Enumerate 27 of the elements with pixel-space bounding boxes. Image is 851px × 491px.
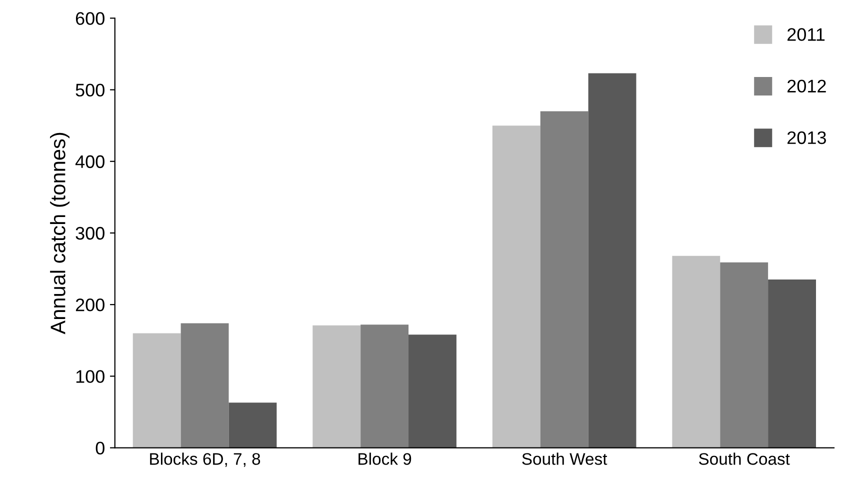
y-tick-label: 500 bbox=[76, 84, 104, 96]
x-tick-label: South Coast bbox=[698, 452, 790, 465]
y-tick-label: 0 bbox=[96, 442, 104, 455]
legend-label: 2012 bbox=[788, 80, 826, 93]
bar bbox=[720, 262, 768, 448]
bar bbox=[588, 73, 636, 448]
legend-label: 2011 bbox=[788, 28, 825, 41]
bar bbox=[180, 323, 229, 448]
y-axis-title: Annual catch (tonnes) bbox=[50, 132, 70, 334]
x-tick-label: South West bbox=[522, 452, 608, 465]
bar bbox=[672, 256, 720, 448]
legend-label: 2013 bbox=[788, 131, 826, 144]
y-tick-label: 100 bbox=[76, 370, 104, 383]
bar bbox=[768, 280, 816, 448]
y-tick-label: 300 bbox=[76, 226, 104, 240]
y-tick-label: 200 bbox=[76, 298, 104, 312]
y-tick-label: 600 bbox=[76, 12, 104, 25]
x-tick-label: Block 9 bbox=[358, 452, 412, 465]
x-tick-label: Blocks 6D, 7, 8 bbox=[150, 452, 260, 467]
bar bbox=[540, 111, 588, 448]
bar bbox=[492, 126, 540, 448]
y-tick-label: 400 bbox=[75, 155, 104, 168]
bar bbox=[312, 325, 361, 448]
bar bbox=[408, 334, 456, 448]
bar bbox=[132, 333, 181, 448]
bar bbox=[360, 324, 409, 448]
bar bbox=[228, 402, 277, 448]
